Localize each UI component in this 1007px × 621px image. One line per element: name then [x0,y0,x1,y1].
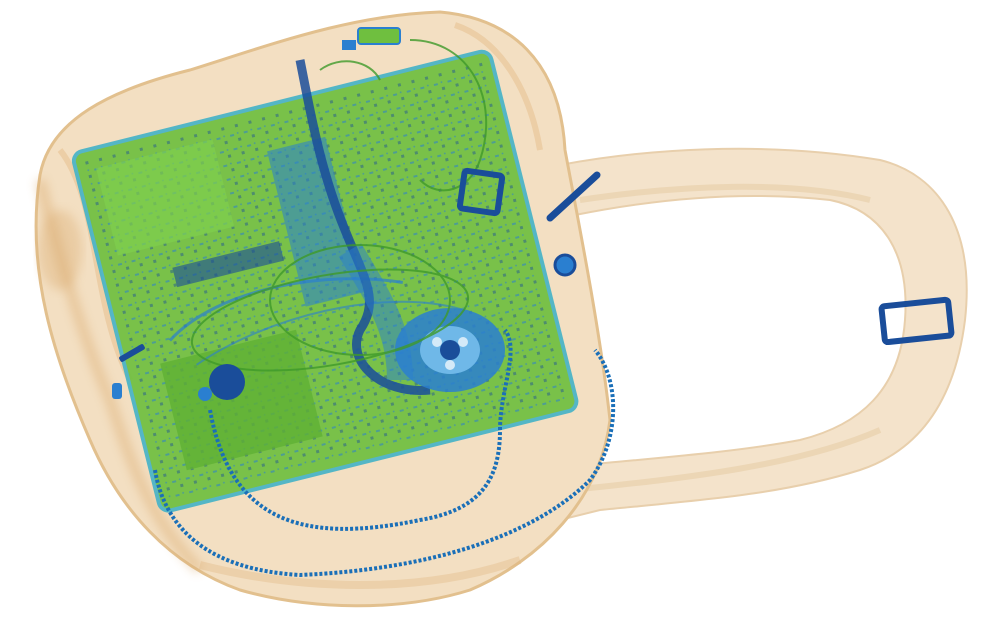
shoulder-strap [538,147,968,522]
strap-buckle-right [878,296,955,346]
usb-drive [342,27,401,50]
zipper-pull [112,344,245,401]
strap-buckle-left [456,167,506,217]
cooling-fan [395,308,505,392]
cable-loop [190,39,488,372]
metal-rod [546,171,601,222]
round-button [553,253,577,277]
zipper-track [153,328,616,578]
